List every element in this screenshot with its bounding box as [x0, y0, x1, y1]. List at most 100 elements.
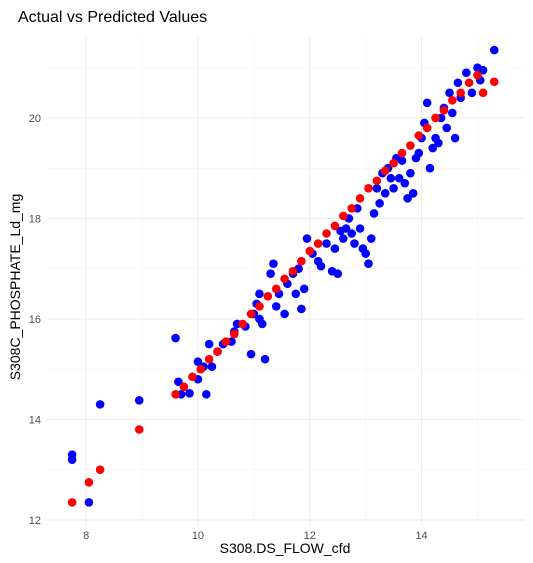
- predicted-point: [439, 106, 449, 115]
- predicted-point: [280, 274, 289, 284]
- actual-point: [67, 455, 77, 464]
- predicted-point: [229, 329, 239, 339]
- predicted-point: [448, 96, 457, 105]
- actual-point: [389, 183, 398, 193]
- actual-point: [380, 189, 390, 198]
- predicted-point: [255, 302, 264, 311]
- actual-point: [207, 362, 217, 371]
- y-tick-label: 20: [29, 113, 41, 125]
- x-tick-label: 14: [415, 530, 427, 542]
- actual-point: [375, 199, 384, 208]
- actual-point: [369, 209, 379, 218]
- predicted-point: [288, 266, 298, 276]
- actual-point: [291, 289, 301, 299]
- y-tick-labels: 12 14 16 18 20: [29, 113, 41, 527]
- actual-point: [266, 269, 275, 279]
- actual-point: [372, 183, 382, 193]
- actual-point: [397, 156, 407, 165]
- predicted-point: [246, 309, 256, 319]
- actual-point: [400, 178, 410, 188]
- actual-point: [202, 390, 211, 399]
- y-tick-label: 12: [29, 515, 41, 527]
- actual-point: [425, 163, 435, 173]
- actual-point: [442, 123, 452, 133]
- predicted-point: [95, 465, 105, 475]
- predicted-point: [355, 194, 365, 203]
- actual-point: [350, 239, 359, 248]
- actual-point: [462, 68, 471, 77]
- actual-point: [269, 259, 278, 268]
- predicted-point: [204, 354, 214, 364]
- actual-point: [489, 45, 499, 55]
- predicted-point: [380, 166, 390, 175]
- actual-point: [255, 289, 264, 299]
- actual-point: [347, 229, 356, 238]
- actual-point: [341, 224, 351, 233]
- actual-point: [434, 138, 443, 148]
- actual-point: [450, 133, 460, 143]
- actual-point: [246, 349, 256, 359]
- actual-point: [422, 98, 432, 108]
- predicted-point: [188, 372, 197, 382]
- actual-point: [84, 498, 94, 507]
- predicted-point: [84, 477, 94, 487]
- actual-point: [316, 261, 326, 271]
- actual-point: [366, 234, 376, 243]
- predicted-point: [389, 158, 398, 168]
- predicted-point: [330, 221, 340, 231]
- actual-point: [361, 249, 370, 258]
- actual-point: [171, 333, 180, 343]
- actual-point: [428, 143, 438, 153]
- predicted-point: [339, 211, 348, 221]
- predicted-point: [456, 88, 466, 98]
- predicted-point: [478, 88, 488, 98]
- predicted-point: [297, 256, 306, 266]
- predicted-point: [406, 141, 415, 150]
- actual-point: [193, 357, 203, 366]
- predicted-point: [372, 176, 382, 186]
- actual-point: [204, 339, 214, 349]
- predicted-point: [489, 77, 499, 87]
- actual-point: [453, 78, 463, 88]
- actual-point: [174, 377, 183, 387]
- actual-point: [297, 304, 306, 314]
- actual-point: [339, 234, 348, 243]
- predicted-point: [322, 229, 331, 238]
- y-tick-label: 14: [29, 414, 41, 426]
- grid: [47, 35, 525, 525]
- actual-point: [394, 173, 404, 183]
- actual-point: [260, 354, 270, 364]
- predicted-point: [171, 390, 180, 399]
- actual-point: [185, 389, 194, 398]
- actual-point: [302, 234, 312, 243]
- actual-point: [478, 65, 488, 75]
- predicted-point: [271, 284, 281, 294]
- predicted-point: [313, 239, 323, 248]
- x-tick-label: 8: [83, 530, 89, 542]
- predicted-point: [221, 337, 231, 346]
- actual-point: [406, 168, 415, 178]
- actual-point: [467, 88, 477, 98]
- actual-point: [280, 309, 289, 319]
- actual-point: [257, 319, 267, 329]
- predicted-point: [134, 425, 144, 434]
- actual-point: [355, 224, 365, 233]
- y-tick-label: 18: [29, 213, 41, 225]
- predicted-point: [67, 498, 77, 507]
- predicted-point: [464, 78, 474, 88]
- predicted-point: [364, 183, 373, 193]
- x-tick-label: 10: [192, 530, 204, 542]
- predicted-point: [397, 148, 407, 158]
- actual-point: [333, 269, 343, 279]
- predicted-point: [238, 319, 247, 329]
- predicted-point: [414, 131, 424, 140]
- predicted-point: [473, 70, 482, 80]
- predicted-point: [213, 347, 222, 356]
- actual-point: [386, 173, 396, 183]
- actual-point: [408, 189, 418, 198]
- actual-point: [330, 244, 340, 253]
- predicted-point: [422, 123, 432, 133]
- predicted-point: [263, 292, 273, 301]
- actual-point: [445, 88, 454, 98]
